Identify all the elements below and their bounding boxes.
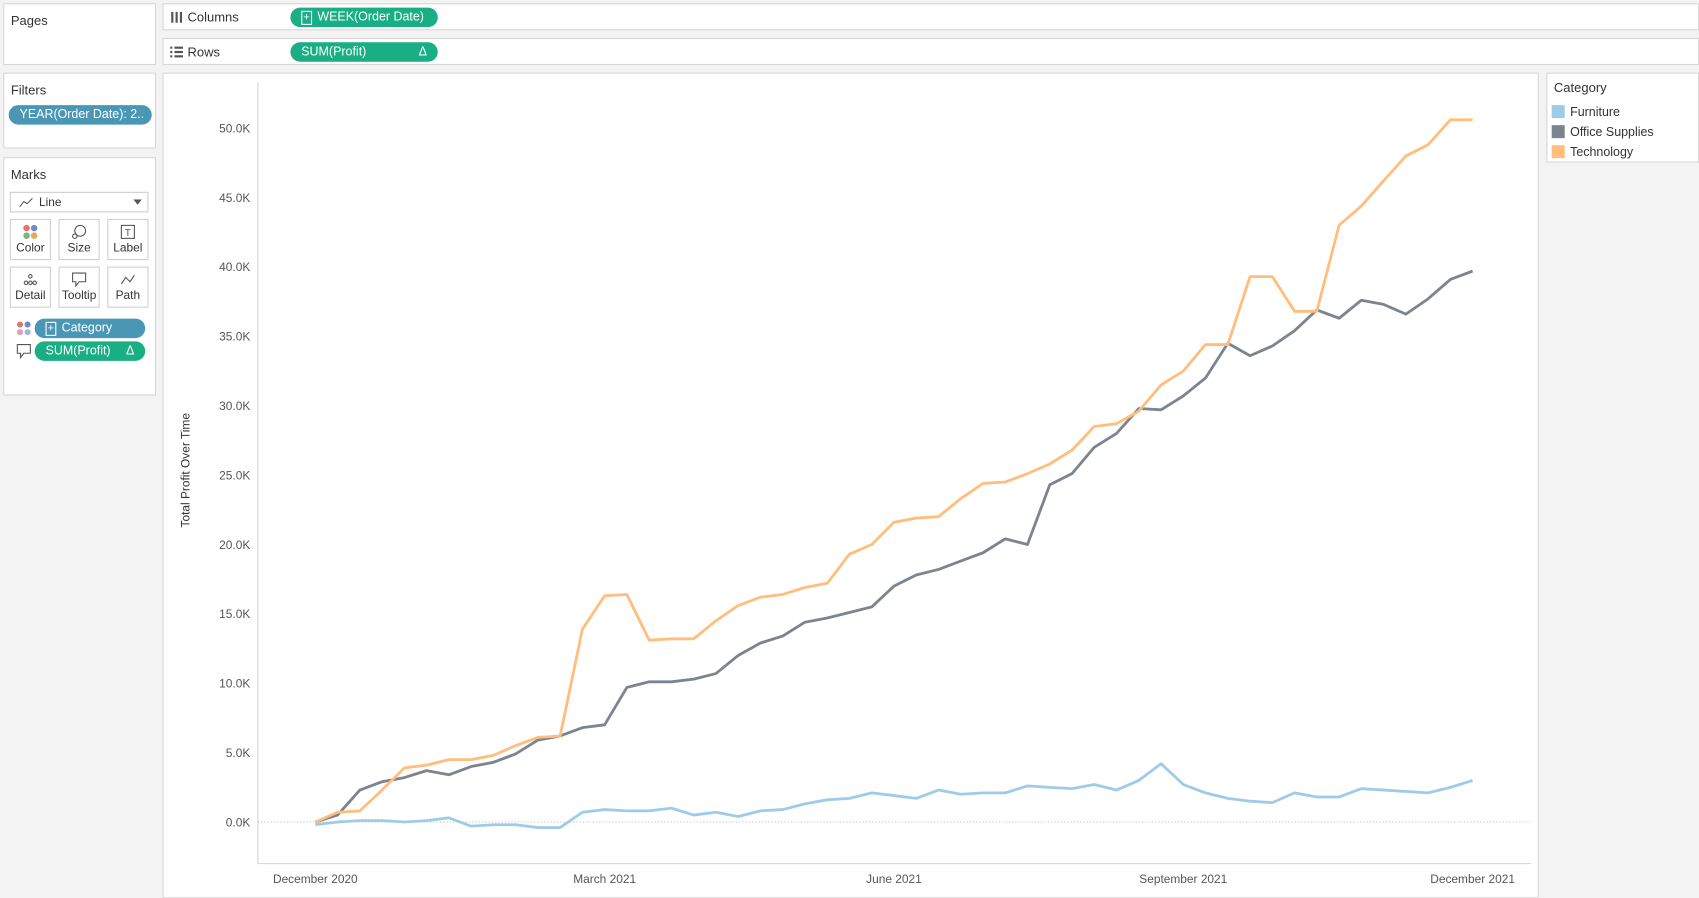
plus-icon: + (301, 10, 312, 25)
y-tick-label: 30.0K (219, 399, 250, 413)
label-icon: T (120, 224, 135, 239)
label-button[interactable]: T Label (107, 218, 149, 261)
shelf-label: Rows (187, 44, 220, 60)
pages-panel: Pages (3, 3, 157, 66)
color-icon (17, 321, 31, 336)
columns-pill[interactable]: + WEEK(Order Date) (290, 7, 438, 28)
legend-label: Furniture (1570, 105, 1620, 119)
y-tick-label: 5.0K (226, 746, 251, 760)
x-tick-label: June 2021 (866, 872, 922, 886)
rows-icon (170, 46, 184, 58)
panel-title: Pages (10, 13, 48, 29)
mark-type-dropdown[interactable]: Line (9, 191, 149, 213)
pill-text: SUM(Profit) (301, 45, 367, 59)
y-axis-title: Total Profit Over Time (179, 413, 193, 528)
y-tick-label: 15.0K (219, 607, 250, 621)
rows-pill[interactable]: SUM(Profit) Δ (290, 42, 438, 62)
columns-icon (171, 11, 183, 23)
button-label: Path (115, 289, 141, 303)
shelf-label: Columns (187, 9, 239, 25)
panel-title: Filters (10, 82, 47, 98)
series-line (315, 762, 1474, 829)
tooltip-icon (72, 272, 87, 288)
pill-flag: Δ (126, 344, 135, 358)
tooltip-icon (16, 344, 31, 359)
legend-swatch (1551, 145, 1565, 159)
marks-panel: Marks Line Color Size T Label Detail Tool… (3, 157, 157, 396)
pill-text: YEAR(Order Date): 2.. (19, 108, 145, 122)
filter-pill[interactable]: YEAR(Order Date): 2.. (8, 105, 152, 125)
y-tick-label: 25.0K (219, 468, 250, 482)
line-icon (19, 197, 33, 208)
button-label: Color (16, 241, 45, 255)
path-button[interactable]: Path (107, 266, 149, 308)
detail-icon (23, 274, 37, 286)
legend-title: Category (1553, 80, 1607, 96)
button-label: Detail (15, 289, 46, 303)
legend-swatch (1551, 105, 1565, 119)
y-tick-label: 45.0K (219, 191, 250, 205)
series-line (314, 269, 1474, 824)
dropdown-text: Line (39, 196, 62, 210)
filters-panel: Filters YEAR(Order Date): 2.. (3, 72, 157, 149)
y-tick-label: 40.0K (219, 260, 250, 274)
button-label: Size (67, 241, 91, 255)
legend-label: Office Supplies (1570, 125, 1654, 139)
columns-shelf[interactable]: Columns + WEEK(Order Date) (162, 3, 1699, 31)
button-label: Tooltip (61, 289, 97, 303)
x-tick-label: September 2021 (1139, 872, 1227, 886)
pill-text: WEEK(Order Date) (317, 10, 424, 24)
y-tick-label: 35.0K (219, 330, 250, 344)
legend: Category Furniture Office Supplies Technol… (1546, 72, 1699, 163)
series-line (314, 118, 1473, 824)
button-label: Label (113, 241, 143, 255)
dropdown-arrow (133, 199, 142, 205)
path-icon (120, 274, 135, 285)
pill-flag: Δ (418, 45, 427, 59)
size-button[interactable]: Size (58, 218, 100, 261)
y-tick-label: 0.0K (226, 815, 251, 829)
chart-panel: Total Profit Over Time 0.0K 5.0K 10.0K 15.0… (162, 72, 1539, 898)
chart: Total Profit Over Time 0.0K 5.0K 10.0K 15.0… (179, 82, 1532, 886)
detail-button[interactable]: Detail (9, 266, 51, 308)
x-tick-label: December 2021 (1430, 872, 1515, 886)
tooltip-button[interactable]: Tooltip (58, 266, 100, 308)
pill-text: Category (61, 321, 113, 335)
svg-text:T: T (125, 228, 131, 239)
legend-swatch (1551, 125, 1565, 139)
legend-label: Technology (1570, 145, 1634, 159)
x-tick-label: March 2021 (573, 872, 636, 886)
y-tick-label: 20.0K (219, 538, 250, 552)
y-tick-label: 50.0K (219, 121, 250, 135)
category-pill[interactable]: + Category (34, 318, 146, 339)
color-icon (23, 224, 38, 239)
y-tick-label: 10.0K (219, 677, 250, 691)
color-button[interactable]: Color (9, 218, 51, 261)
legend-items: Furniture Office Supplies Technology (1551, 105, 1654, 159)
x-tick-label: December 2020 (273, 872, 358, 886)
panel-title: Marks (10, 166, 47, 183)
profit-pill[interactable]: SUM(Profit) Δ (34, 341, 146, 361)
pill-text: SUM(Profit) (45, 344, 111, 358)
plus-icon: + (45, 321, 57, 336)
rows-shelf[interactable]: Rows SUM(Profit) Δ (162, 37, 1699, 66)
size-icon (72, 224, 87, 239)
